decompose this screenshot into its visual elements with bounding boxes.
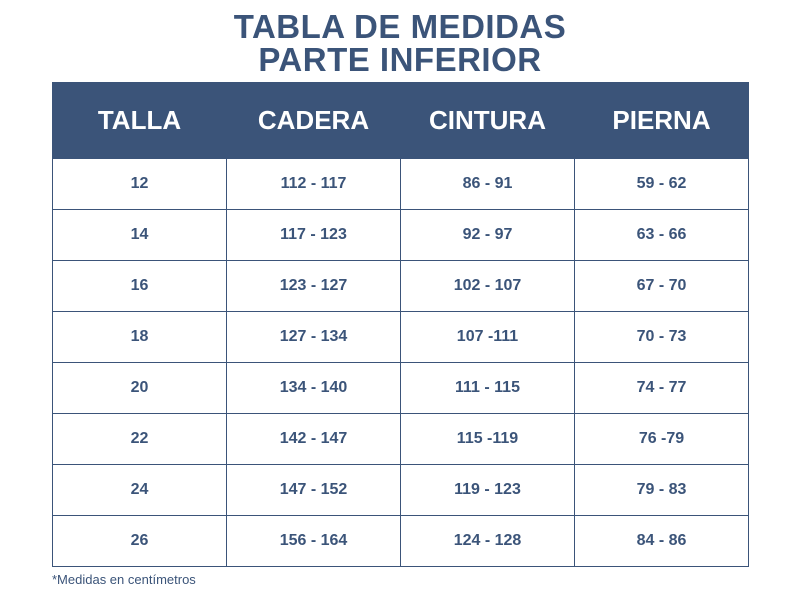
cell-pierna: 79 - 83: [574, 464, 749, 516]
cell-talla: 18: [52, 311, 227, 363]
cell-cadera: 142 - 147: [226, 413, 401, 465]
table-header-row: TALLA CADERA CINTURA PIERNA: [52, 82, 749, 159]
cell-cintura: 124 - 128: [400, 515, 575, 567]
cell-pierna: 59 - 62: [574, 158, 749, 210]
header-talla: TALLA: [52, 82, 227, 159]
table-row: 24 147 - 152 119 - 123 79 - 83: [52, 464, 749, 516]
cell-cadera: 112 - 117: [226, 158, 401, 210]
cell-pierna: 76 -79: [574, 413, 749, 465]
table-row: 26 156 - 164 124 - 128 84 - 86: [52, 515, 749, 567]
cell-cadera: 134 - 140: [226, 362, 401, 414]
header-cadera: CADERA: [226, 82, 401, 159]
cell-pierna: 70 - 73: [574, 311, 749, 363]
cell-cintura: 86 - 91: [400, 158, 575, 210]
cell-talla: 24: [52, 464, 227, 516]
cell-pierna: 67 - 70: [574, 260, 749, 312]
cell-talla: 22: [52, 413, 227, 465]
cell-talla: 20: [52, 362, 227, 414]
cell-talla: 14: [52, 209, 227, 261]
footnote: *Medidas en centímetros: [52, 572, 196, 587]
cell-cintura: 111 - 115: [400, 362, 575, 414]
cell-talla: 12: [52, 158, 227, 210]
header-pierna: PIERNA: [574, 82, 749, 159]
cell-cintura: 102 - 107: [400, 260, 575, 312]
cell-cadera: 117 - 123: [226, 209, 401, 261]
cell-cintura: 115 -119: [400, 413, 575, 465]
cell-cadera: 156 - 164: [226, 515, 401, 567]
table-row: 20 134 - 140 111 - 115 74 - 77: [52, 362, 749, 414]
page-title: TABLA DE MEDIDAS PARTE INFERIOR: [0, 10, 800, 76]
table-row: 18 127 - 134 107 -111 70 - 73: [52, 311, 749, 363]
cell-cadera: 123 - 127: [226, 260, 401, 312]
cell-cadera: 127 - 134: [226, 311, 401, 363]
cell-cintura: 92 - 97: [400, 209, 575, 261]
table-row: 12 112 - 117 86 - 91 59 - 62: [52, 158, 749, 210]
size-chart-table: TALLA CADERA CINTURA PIERNA 12 112 - 117…: [52, 82, 749, 567]
table-row: 14 117 - 123 92 - 97 63 - 66: [52, 209, 749, 261]
cell-cintura: 107 -111: [400, 311, 575, 363]
cell-talla: 26: [52, 515, 227, 567]
table-row: 22 142 - 147 115 -119 76 -79: [52, 413, 749, 465]
cell-pierna: 63 - 66: [574, 209, 749, 261]
cell-cintura: 119 - 123: [400, 464, 575, 516]
title-line-2: PARTE INFERIOR: [258, 41, 542, 78]
table-row: 16 123 - 127 102 - 107 67 - 70: [52, 260, 749, 312]
cell-cadera: 147 - 152: [226, 464, 401, 516]
title-line-1: TABLA DE MEDIDAS: [233, 8, 567, 45]
cell-talla: 16: [52, 260, 227, 312]
cell-pierna: 74 - 77: [574, 362, 749, 414]
header-cintura: CINTURA: [400, 82, 575, 159]
cell-pierna: 84 - 86: [574, 515, 749, 567]
